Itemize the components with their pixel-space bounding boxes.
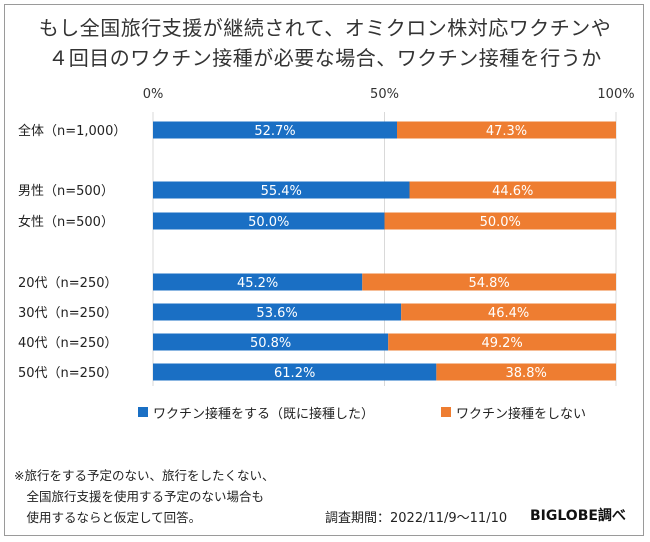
data-label-no-vaccinate-4: 46.4% (488, 306, 529, 321)
data-label-vaccinate-5: 50.8% (250, 336, 291, 351)
bar-vaccinate-2 (153, 212, 385, 230)
bar-vaccinate-0 (153, 121, 398, 139)
x-tick-label-1: 50% (370, 87, 399, 102)
category-label-3: 20代（n=250） (18, 276, 118, 291)
x-tick-label-0: 0% (143, 87, 164, 102)
data-label-no-vaccinate-3: 54.8% (468, 276, 509, 291)
bar-vaccinate-1 (153, 181, 410, 199)
data-label-no-vaccinate-0: 47.3% (486, 124, 527, 139)
stacked-bar-chart: 0% 50% 100% 全体（n=1,000） 52.7% 47.3% 男性（n=500） 5… (18, 87, 635, 386)
bar-no-vaccinate-4 (401, 303, 616, 321)
bar-no-vaccinate-3 (362, 273, 616, 291)
chart-title-line-1: もし全国旅行支援が継続されて、オミクロン株対応ワクチンや (38, 16, 612, 40)
source-credit: BIGLOBE調べ (530, 508, 626, 524)
legend-label-no-vaccinate: ワクチン接種をしない (456, 406, 587, 422)
data-label-no-vaccinate-6: 38.8% (506, 366, 547, 381)
bar-no-vaccinate-1 (409, 181, 616, 199)
legend-swatch-vaccinate (138, 407, 148, 417)
bar-no-vaccinate-6 (436, 363, 616, 381)
data-label-no-vaccinate-5: 49.2% (481, 336, 522, 351)
bar-no-vaccinate-0 (397, 121, 616, 139)
legend-item-vaccinate: ワクチン接種をする（既に接種した） (138, 403, 375, 422)
footnote-line-1: ※旅行をする予定のない、旅行をしたくない、 (14, 468, 275, 483)
legend-label-vaccinate: ワクチン接種をする（既に接種した） (153, 406, 375, 422)
bar-no-vaccinate-5 (388, 333, 616, 351)
category-label-4: 30代（n=250） (18, 306, 118, 321)
category-label-2: 女性（n=500） (18, 214, 114, 230)
survey-period: 調査期間：2022/11/9～11/10 (325, 511, 508, 526)
chart-title-line-2: ４回目のワクチン接種が必要な場合、ワクチン接種を行うか (48, 46, 602, 70)
data-label-vaccinate-6: 61.2% (274, 366, 315, 381)
bar-vaccinate-3 (153, 273, 363, 291)
bar-no-vaccinate-2 (384, 212, 616, 230)
x-tick-label-2: 100% (597, 87, 634, 102)
bar-vaccinate-4 (153, 303, 402, 321)
data-label-vaccinate-1: 55.4% (261, 184, 302, 199)
data-label-no-vaccinate-1: 44.6% (492, 184, 533, 199)
footnote-line-3: 使用するならと仮定して回答。 (14, 510, 202, 525)
chart-frame (4, 4, 644, 536)
data-label-no-vaccinate-2: 50.0% (480, 215, 521, 230)
category-label-6: 50代（n=250） (18, 366, 118, 381)
bar-vaccinate-5 (153, 333, 389, 351)
category-label-5: 40代（n=250） (18, 336, 118, 351)
footnote-line-2: 全国旅行支援を使用する予定のない場合も (14, 489, 265, 504)
data-label-vaccinate-3: 45.2% (237, 276, 278, 291)
category-label-1: 男性（n=500） (18, 184, 114, 199)
bar-vaccinate-6 (153, 363, 437, 381)
data-label-vaccinate-0: 52.7% (254, 124, 295, 139)
category-label-0: 全体（n=1,000） (18, 123, 126, 139)
data-label-vaccinate-2: 50.0% (248, 215, 289, 230)
legend-swatch-no-vaccinate (441, 407, 451, 417)
data-label-vaccinate-4: 53.6% (256, 306, 297, 321)
legend-item-no-vaccinate: ワクチン接種をしない (441, 403, 587, 422)
